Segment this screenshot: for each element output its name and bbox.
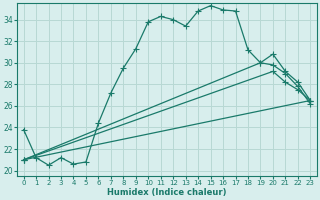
X-axis label: Humidex (Indice chaleur): Humidex (Indice chaleur) [107, 188, 227, 197]
